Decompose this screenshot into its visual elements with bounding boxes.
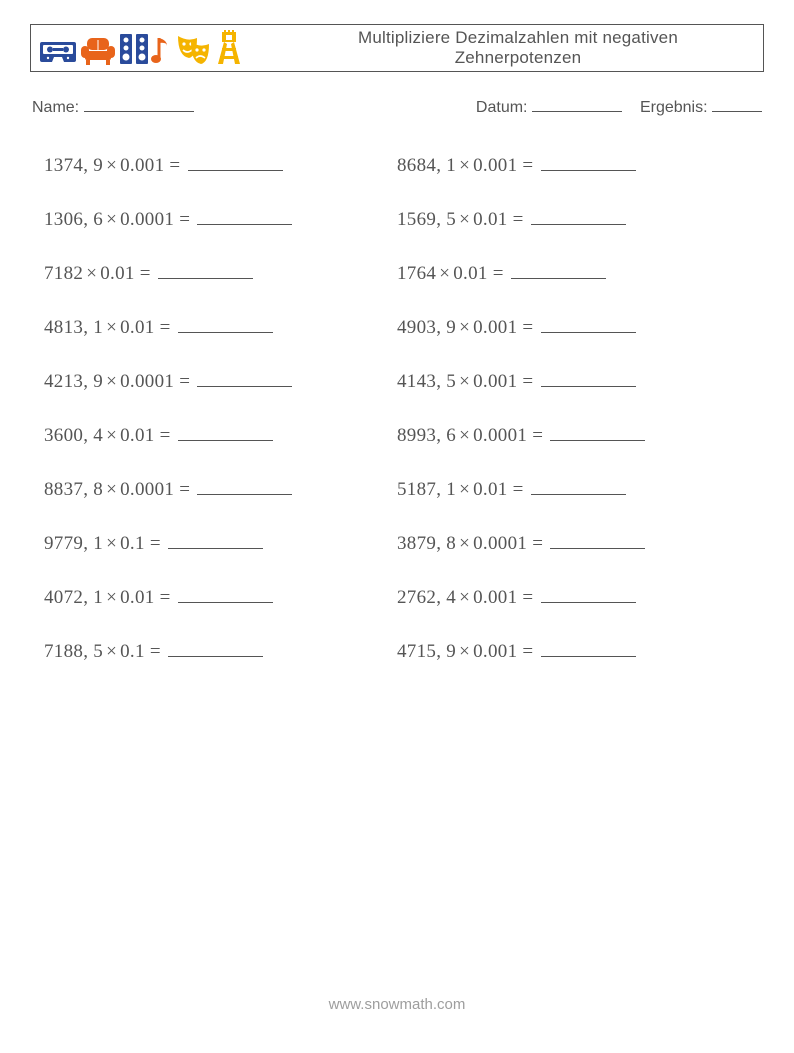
problem-row: 4072, 1×0.01 = 2762, 4×0.001 = bbox=[44, 587, 750, 609]
answer-blank[interactable] bbox=[531, 213, 626, 225]
answer-blank[interactable] bbox=[550, 537, 645, 549]
problem-expression: 7188, 5×0.1 = bbox=[44, 641, 166, 662]
problem-left: 7188, 5×0.1 = bbox=[44, 641, 397, 663]
problem-right: 4903, 9×0.001 = bbox=[397, 317, 750, 339]
worksheet-page: Multipliziere Dezimalzahlen mit negative… bbox=[0, 0, 794, 1053]
problem-left: 7182×0.01 = bbox=[44, 263, 397, 285]
header-icons bbox=[39, 30, 245, 66]
watchtower-icon bbox=[213, 30, 245, 66]
problem-left: 1306, 6×0.0001 = bbox=[44, 209, 397, 231]
problem-expression: 1764×0.01 = bbox=[397, 263, 509, 284]
answer-blank[interactable] bbox=[541, 321, 636, 333]
problem-expression: 8837, 8×0.0001 = bbox=[44, 479, 195, 500]
result-label: Ergebnis: bbox=[640, 99, 708, 116]
answer-blank[interactable] bbox=[550, 429, 645, 441]
problem-row: 7182×0.01 = 1764×0.01 = bbox=[44, 263, 750, 285]
problems-grid: 1374, 9×0.001 = 8684, 1×0.001 = 1306, 6×… bbox=[30, 155, 764, 663]
name-label: Name: bbox=[32, 99, 79, 116]
problem-expression: 4715, 9×0.001 = bbox=[397, 641, 539, 662]
meta-date: Datum: bbox=[476, 98, 622, 117]
problem-expression: 1306, 6×0.0001 = bbox=[44, 209, 195, 230]
speakers-icon bbox=[119, 32, 149, 66]
answer-blank[interactable] bbox=[188, 159, 283, 171]
problem-row: 8837, 8×0.0001 = 5187, 1×0.01 = bbox=[44, 479, 750, 501]
problem-expression: 4213, 9×0.0001 = bbox=[44, 371, 195, 392]
answer-blank[interactable] bbox=[541, 159, 636, 171]
problem-expression: 8684, 1×0.001 = bbox=[397, 155, 539, 176]
problem-row: 4813, 1×0.01 = 4903, 9×0.001 = bbox=[44, 317, 750, 339]
problem-right: 3879, 8×0.0001 = bbox=[397, 533, 750, 555]
problem-expression: 1374, 9×0.001 = bbox=[44, 155, 186, 176]
problem-left: 1374, 9×0.001 = bbox=[44, 155, 397, 177]
answer-blank[interactable] bbox=[541, 375, 636, 387]
answer-blank[interactable] bbox=[531, 483, 626, 495]
answer-blank[interactable] bbox=[168, 645, 263, 657]
answer-blank[interactable] bbox=[197, 483, 292, 495]
problem-left: 4213, 9×0.0001 = bbox=[44, 371, 397, 393]
music-note-icon bbox=[151, 34, 173, 66]
header-box: Multipliziere Dezimalzahlen mit negative… bbox=[30, 24, 764, 72]
meta-name: Name: bbox=[32, 98, 476, 117]
problem-expression: 7182×0.01 = bbox=[44, 263, 156, 284]
problem-row: 1374, 9×0.001 = 8684, 1×0.001 = bbox=[44, 155, 750, 177]
problem-left: 3600, 4×0.01 = bbox=[44, 425, 397, 447]
problem-right: 4143, 5×0.001 = bbox=[397, 371, 750, 393]
date-label: Datum: bbox=[476, 99, 528, 116]
problem-expression: 3879, 8×0.0001 = bbox=[397, 533, 548, 554]
problem-expression: 8993, 6×0.0001 = bbox=[397, 425, 548, 446]
title-line-1: Multipliziere Dezimalzahlen mit negative… bbox=[358, 28, 678, 47]
problem-right: 2762, 4×0.001 = bbox=[397, 587, 750, 609]
result-blank[interactable] bbox=[712, 98, 762, 112]
meta-result: Ergebnis: bbox=[640, 98, 762, 117]
meta-row: Name: Datum: Ergebnis: bbox=[30, 98, 764, 117]
problem-left: 9779, 1×0.1 = bbox=[44, 533, 397, 555]
problem-expression: 5187, 1×0.01 = bbox=[397, 479, 529, 500]
problem-expression: 4072, 1×0.01 = bbox=[44, 587, 176, 608]
problem-row: 1306, 6×0.0001 = 1569, 5×0.01 = bbox=[44, 209, 750, 231]
answer-blank[interactable] bbox=[178, 591, 273, 603]
answer-blank[interactable] bbox=[197, 375, 292, 387]
problem-expression: 1569, 5×0.01 = bbox=[397, 209, 529, 230]
problem-expression: 9779, 1×0.1 = bbox=[44, 533, 166, 554]
problem-left: 4072, 1×0.01 = bbox=[44, 587, 397, 609]
problem-expression: 2762, 4×0.001 = bbox=[397, 587, 539, 608]
problem-expression: 4903, 9×0.001 = bbox=[397, 317, 539, 338]
problem-row: 7188, 5×0.1 = 4715, 9×0.001 = bbox=[44, 641, 750, 663]
problem-right: 1764×0.01 = bbox=[397, 263, 750, 285]
answer-blank[interactable] bbox=[158, 267, 253, 279]
sofa-icon bbox=[79, 34, 117, 66]
theater-masks-icon bbox=[175, 32, 211, 66]
cassette-icon bbox=[39, 36, 77, 66]
answer-blank[interactable] bbox=[541, 645, 636, 657]
problem-row: 4213, 9×0.0001 = 4143, 5×0.001 = bbox=[44, 371, 750, 393]
problem-right: 5187, 1×0.01 = bbox=[397, 479, 750, 501]
answer-blank[interactable] bbox=[178, 429, 273, 441]
problem-expression: 4813, 1×0.01 = bbox=[44, 317, 176, 338]
problem-expression: 4143, 5×0.001 = bbox=[397, 371, 539, 392]
problem-right: 1569, 5×0.01 = bbox=[397, 209, 750, 231]
answer-blank[interactable] bbox=[511, 267, 606, 279]
worksheet-title: Multipliziere Dezimalzahlen mit negative… bbox=[245, 28, 755, 67]
name-blank[interactable] bbox=[84, 98, 194, 112]
problem-right: 4715, 9×0.001 = bbox=[397, 641, 750, 663]
answer-blank[interactable] bbox=[168, 537, 263, 549]
meta-right: Datum: Ergebnis: bbox=[476, 98, 762, 117]
date-blank[interactable] bbox=[532, 98, 622, 112]
problem-right: 8684, 1×0.001 = bbox=[397, 155, 750, 177]
problem-left: 4813, 1×0.01 = bbox=[44, 317, 397, 339]
problem-left: 8837, 8×0.0001 = bbox=[44, 479, 397, 501]
problem-right: 8993, 6×0.0001 = bbox=[397, 425, 750, 447]
problem-row: 9779, 1×0.1 = 3879, 8×0.0001 = bbox=[44, 533, 750, 555]
title-line-2: Zehnerpotenzen bbox=[455, 48, 582, 67]
problem-row: 3600, 4×0.01 = 8993, 6×0.0001 = bbox=[44, 425, 750, 447]
footer-url: www.snowmath.com bbox=[0, 996, 794, 1013]
problem-expression: 3600, 4×0.01 = bbox=[44, 425, 176, 446]
answer-blank[interactable] bbox=[178, 321, 273, 333]
answer-blank[interactable] bbox=[541, 591, 636, 603]
answer-blank[interactable] bbox=[197, 213, 292, 225]
